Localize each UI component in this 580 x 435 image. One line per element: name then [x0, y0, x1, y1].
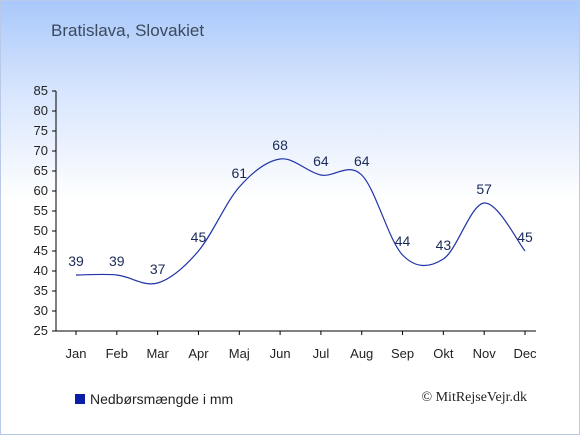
- y-tick-label: 50: [34, 223, 48, 238]
- series-line: [75, 158, 526, 285]
- data-label: 39: [109, 253, 125, 269]
- x-tick-label: Jul: [313, 346, 330, 361]
- x-tick-label: Jan: [66, 346, 87, 361]
- x-tick-label: Jun: [270, 346, 291, 361]
- y-tick-label: 60: [34, 183, 48, 198]
- data-label: 64: [313, 153, 329, 169]
- y-tick-label: 25: [34, 323, 48, 338]
- y-tick-label: 35: [34, 283, 48, 298]
- data-label: 37: [150, 261, 166, 277]
- y-tick-label: 65: [34, 163, 48, 178]
- x-tick-label: Nov: [473, 346, 497, 361]
- x-tick-label: Apr: [188, 346, 209, 361]
- data-label: 45: [517, 229, 533, 245]
- copyright-text: © MitRejseVejr.dk: [421, 390, 527, 405]
- legend: Nedbørsmængde i mm: [75, 391, 233, 407]
- x-tick-label: Sep: [391, 346, 414, 361]
- data-label: 45: [191, 229, 207, 245]
- data-label: 44: [395, 233, 411, 249]
- x-tick-label: Okt: [433, 346, 454, 361]
- x-tick-label: Aug: [350, 346, 373, 361]
- y-tick-label: 75: [34, 123, 48, 138]
- page-title: Bratislava, Slovakiet: [51, 21, 205, 40]
- y-tick-label: 55: [34, 203, 48, 218]
- x-tick-label: Mar: [146, 346, 169, 361]
- x-tick-label: Feb: [106, 346, 128, 361]
- line-chart: 25 30 35 40 45 50 55 60 65 70 75 80 85 Jan Feb Mar Apr Ma…: [34, 83, 538, 361]
- y-tick-label: 85: [34, 83, 48, 98]
- legend-label: Nedbørsmængde i mm: [90, 391, 234, 407]
- y-tick-label: 80: [34, 103, 48, 118]
- x-tick-label: Dec: [513, 346, 537, 361]
- data-label: 61: [231, 165, 247, 181]
- data-label: 68: [272, 137, 288, 153]
- x-tick-label: Maj: [229, 346, 250, 361]
- data-label: 39: [68, 253, 84, 269]
- data-label: 64: [354, 153, 370, 169]
- y-tick-label: 45: [34, 243, 48, 258]
- data-label: 43: [436, 237, 452, 253]
- y-tick-label: 40: [34, 263, 48, 278]
- y-tick-label: 30: [34, 303, 48, 318]
- y-tick-label: 70: [34, 143, 48, 158]
- data-label: 57: [476, 181, 492, 197]
- legend-swatch: [75, 394, 85, 404]
